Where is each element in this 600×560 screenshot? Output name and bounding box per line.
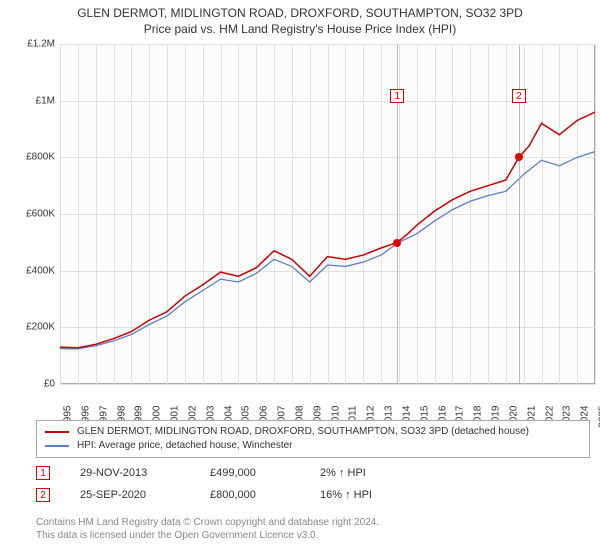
transaction-marker: 2 — [36, 488, 50, 502]
marker-dot — [515, 153, 523, 161]
transaction-price: £499,000 — [210, 462, 290, 484]
transaction-date: 29-NOV-2013 — [80, 462, 180, 484]
title-block: GLEN DERMOT, MIDLINGTON ROAD, DROXFORD, … — [0, 0, 600, 38]
series-line-hpi — [60, 152, 595, 349]
legend-label: GLEN DERMOT, MIDLINGTON ROAD, DROXFORD, … — [77, 425, 529, 439]
footer-line-2: This data is licensed under the Open Gov… — [36, 529, 379, 542]
title-sub: Price paid vs. HM Land Registry's House … — [0, 22, 600, 36]
y-tick-label: £1M — [36, 95, 55, 106]
legend-swatch — [45, 445, 69, 447]
grid-line-h — [60, 384, 595, 385]
transaction-table: 1 29-NOV-2013 £499,000 2% ↑ HPI 2 25-SEP-2020… — [36, 462, 590, 506]
transaction-price: £800,000 — [210, 484, 290, 506]
transaction-diff: 16% ↑ HPI — [320, 484, 400, 506]
transaction-marker: 1 — [36, 466, 50, 480]
chart-area: 12 £0£200K£400K£600K£800K£1M£1.2M 199519… — [30, 44, 600, 414]
series-line-property — [60, 112, 595, 348]
legend-label: HPI: Average price, detached house, Winc… — [77, 439, 293, 453]
marker-label-box: 2 — [512, 89, 526, 103]
marker-label-box: 1 — [390, 89, 404, 103]
footer-line-1: Contains HM Land Registry data © Crown c… — [36, 516, 379, 529]
marker-dot — [393, 239, 401, 247]
footer-attribution: Contains HM Land Registry data © Crown c… — [36, 516, 379, 542]
title-main: GLEN DERMOT, MIDLINGTON ROAD, DROXFORD, … — [0, 6, 600, 20]
legend-row: GLEN DERMOT, MIDLINGTON ROAD, DROXFORD, … — [45, 425, 581, 439]
y-tick-label: £0 — [44, 379, 55, 390]
y-tick-label: £800K — [26, 152, 55, 163]
y-tick-label: £600K — [26, 209, 55, 220]
y-tick-label: £400K — [26, 265, 55, 276]
transaction-row: 1 29-NOV-2013 £499,000 2% ↑ HPI — [36, 462, 590, 484]
y-tick-label: £1.2M — [27, 39, 55, 50]
transaction-date: 25-SEP-2020 — [80, 484, 180, 506]
legend-swatch — [45, 431, 69, 433]
grid-line-v — [595, 44, 596, 384]
legend-row: HPI: Average price, detached house, Winc… — [45, 439, 581, 453]
transaction-row: 2 25-SEP-2020 £800,000 16% ↑ HPI — [36, 484, 590, 506]
legend-box: GLEN DERMOT, MIDLINGTON ROAD, DROXFORD, … — [36, 420, 590, 458]
y-tick-label: £200K — [26, 322, 55, 333]
transaction-diff: 2% ↑ HPI — [320, 462, 400, 484]
chart-container: GLEN DERMOT, MIDLINGTON ROAD, DROXFORD, … — [0, 0, 600, 560]
